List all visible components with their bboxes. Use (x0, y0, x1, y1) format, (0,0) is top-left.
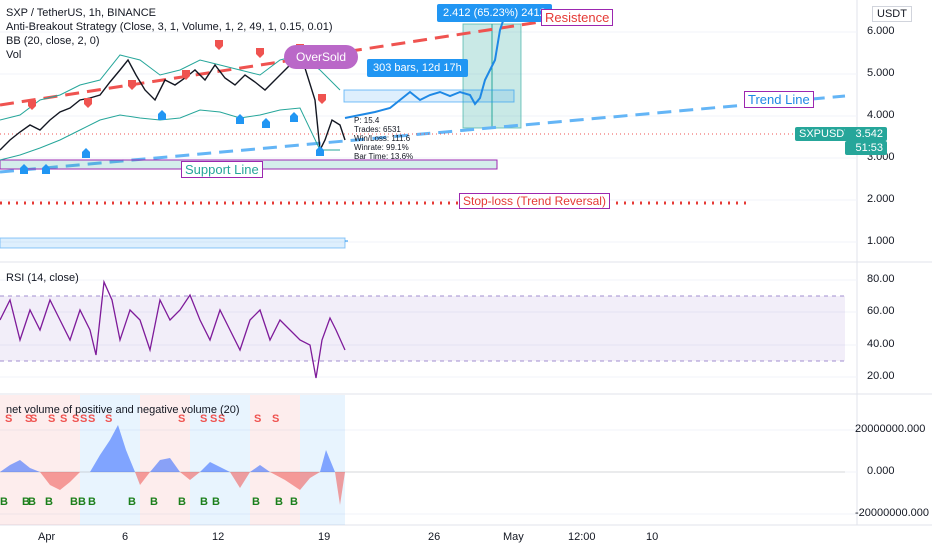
netvol-tick: 20000000.000 (855, 423, 926, 435)
price-tick: 4.000 (867, 109, 895, 121)
stat-winrate: Winrate: 99.1% (354, 143, 409, 152)
symbol-price-tag: SXPUSDT (795, 127, 855, 141)
time-tick: 12 (212, 531, 225, 543)
trend-line-label[interactable]: Trend Line (744, 91, 814, 108)
vol-legend[interactable]: Vol (6, 49, 22, 61)
price-tick: 5.000 (867, 67, 895, 79)
support-line-label[interactable]: Support Line (181, 161, 263, 178)
volume-strip (0, 237, 346, 249)
projected-path (344, 14, 506, 119)
rsi-legend[interactable]: RSI (14, close) (6, 272, 79, 284)
stat-profit: P: 15.4 (354, 116, 380, 125)
price-tick: 6.000 (867, 25, 895, 37)
time-tick: 19 (318, 531, 331, 543)
bb-legend[interactable]: BB (20, close, 2, 0) (6, 35, 100, 47)
time-tick: May (503, 531, 524, 543)
bb-upper (0, 54, 341, 121)
time-tick: 12:00 (568, 531, 596, 543)
netvol-negative (40, 472, 345, 505)
netvol-positive (0, 425, 335, 472)
netvol-tick: -20000000.000 (855, 507, 930, 519)
price-tick: 1.000 (867, 235, 895, 247)
oversold-label[interactable]: OverSold (284, 45, 359, 69)
sell-markers (28, 40, 326, 110)
resistance-line[interactable] (0, 20, 541, 107)
trend-line[interactable] (0, 94, 846, 174)
rsi-tick: 80.00 (867, 273, 895, 285)
stat-trades: Trades: 6531 (354, 125, 401, 134)
time-tick: 10 (646, 531, 659, 543)
buy-markers (20, 110, 324, 174)
rsi-band (0, 296, 845, 361)
countdown-tag: 51:53 (845, 141, 887, 155)
bb-lower (0, 107, 340, 161)
bars-label[interactable]: 303 bars, 12d 17h (367, 59, 468, 77)
chart-legend[interactable]: SXP / TetherUS, 1h, BINANCE Anti-Breakou… (6, 6, 333, 62)
time-tick: 26 (428, 531, 441, 543)
price-tick: 2.000 (867, 193, 895, 205)
netvol-legend[interactable]: net volume of positive and negative volu… (6, 404, 240, 416)
netvol-background (0, 395, 345, 525)
netvol-tick: 0.000 (867, 465, 895, 477)
rsi-tick: 60.00 (867, 305, 895, 317)
rsi-tick: 20.00 (867, 370, 895, 382)
resistance-label[interactable]: Resistence (541, 9, 614, 26)
measure-label[interactable]: 2.412 (65.23%) 2412 (437, 4, 552, 22)
sell-letter-row: S S S S S S S S S S S S S S S (5, 413, 280, 425)
currency-button[interactable]: USDT (872, 6, 912, 22)
strategy-stats: P: 15.4 Trades: 6531 Win/Loss: 111.6 Win… (354, 116, 413, 161)
time-tick: Apr (38, 531, 56, 543)
stat-bartime: Bar Time: 13.6% (354, 152, 414, 161)
last-price-tag: 3.542 (845, 127, 887, 141)
stat-winloss: Win/Loss: 111.6 (354, 134, 411, 143)
rsi-tick: 40.00 (867, 338, 895, 350)
buy-letter-row: B B B B B B B B B B B B B B B (0, 496, 298, 508)
symbol-title[interactable]: SXP / TetherUS, 1h, BINANCE (6, 7, 156, 19)
stop-loss-label[interactable]: Stop-loss (Trend Reversal) (459, 193, 610, 209)
time-tick: 6 (122, 531, 129, 543)
strategy-legend[interactable]: Anti-Breakout Strategy (Close, 3, 1, Vol… (6, 21, 333, 33)
rsi-line (0, 279, 346, 379)
